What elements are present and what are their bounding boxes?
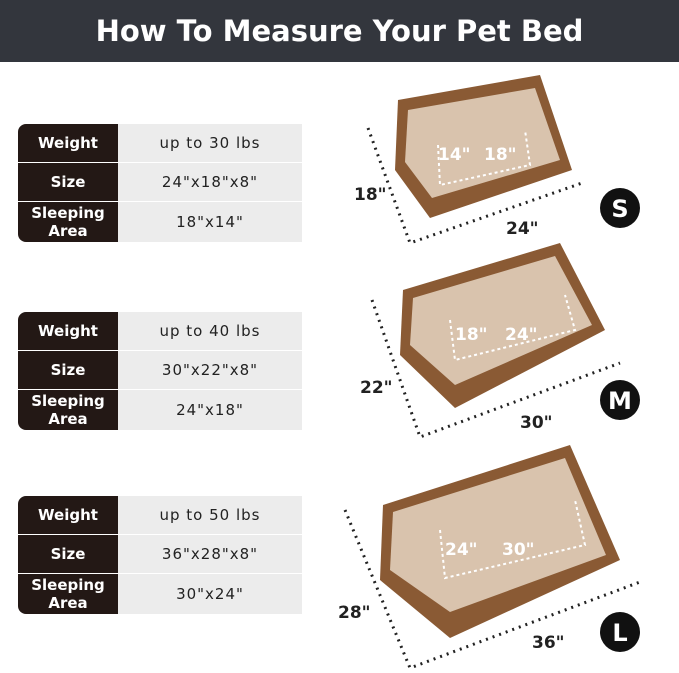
area-label: Sleeping Area: [18, 202, 118, 242]
area-value: 30"x24": [118, 574, 302, 614]
badge-letter: L: [612, 619, 627, 647]
length-label: 36": [532, 633, 565, 653]
size-label: Size: [18, 163, 118, 201]
size-label: Size: [18, 351, 118, 389]
inner-width-label: 18": [455, 325, 488, 345]
page-title: How To Measure Your Pet Bed: [0, 0, 679, 62]
bed-s: 18" 24" 14" 18" S: [354, 75, 640, 245]
weight-value: up to 40 lbs: [118, 312, 302, 350]
size-value: 36"x28"x8": [118, 535, 302, 573]
length-label: 30": [520, 413, 553, 433]
weight-label: Weight: [18, 312, 118, 350]
length-label: 24": [506, 219, 539, 239]
area-value: 18"x14": [118, 202, 302, 242]
bed-m: 22" 30" 18" 24" M: [360, 243, 640, 439]
size-table-m: Weight up to 40 lbs Size 30"x22"x8" Sleepi…: [18, 312, 302, 431]
size-badge-s: [600, 188, 640, 228]
inner-width-label: 24": [445, 540, 478, 560]
area-label: Sleeping Area: [18, 390, 118, 430]
size-table-s: Weight up to 30 lbs Size 24"x18"x8" Sleepi…: [18, 124, 302, 243]
weight-value: up to 50 lbs: [118, 496, 302, 534]
area-value: 24"x18": [118, 390, 302, 430]
sleeping-area-outline: [449, 294, 577, 362]
size-value: 24"x18"x8": [118, 163, 302, 201]
area-label: Sleeping Area: [18, 574, 118, 614]
bed-inner: [410, 256, 592, 385]
bed-l: 28" 36" 24" 30" L: [338, 445, 641, 670]
size-badge-m: [600, 380, 640, 420]
sleeping-area-outline: [437, 129, 532, 187]
weight-label: Weight: [18, 496, 118, 534]
size-badge-l: [600, 612, 640, 652]
bed-inner: [405, 88, 560, 198]
width-label: 28": [338, 603, 371, 623]
width-label: 22": [360, 378, 393, 398]
inner-length-label: 18": [484, 145, 517, 165]
inner-length-label: 24": [505, 325, 538, 345]
badge-letter: S: [611, 195, 628, 223]
bed-inner: [390, 458, 606, 612]
dimension-line: [370, 299, 621, 439]
dimension-line: [366, 127, 586, 245]
weight-value: up to 30 lbs: [118, 124, 302, 162]
badge-letter: M: [608, 387, 632, 415]
width-label: 18": [354, 185, 387, 205]
dimension-line: [343, 509, 641, 670]
size-value: 30"x22"x8": [118, 351, 302, 389]
inner-width-label: 14": [438, 145, 471, 165]
inner-length-label: 30": [502, 540, 535, 560]
weight-label: Weight: [18, 124, 118, 162]
size-label: Size: [18, 535, 118, 573]
sleeping-area-outline: [439, 499, 587, 580]
size-table-l: Weight up to 50 lbs Size 36"x28"x8" Sleepi…: [18, 496, 302, 615]
